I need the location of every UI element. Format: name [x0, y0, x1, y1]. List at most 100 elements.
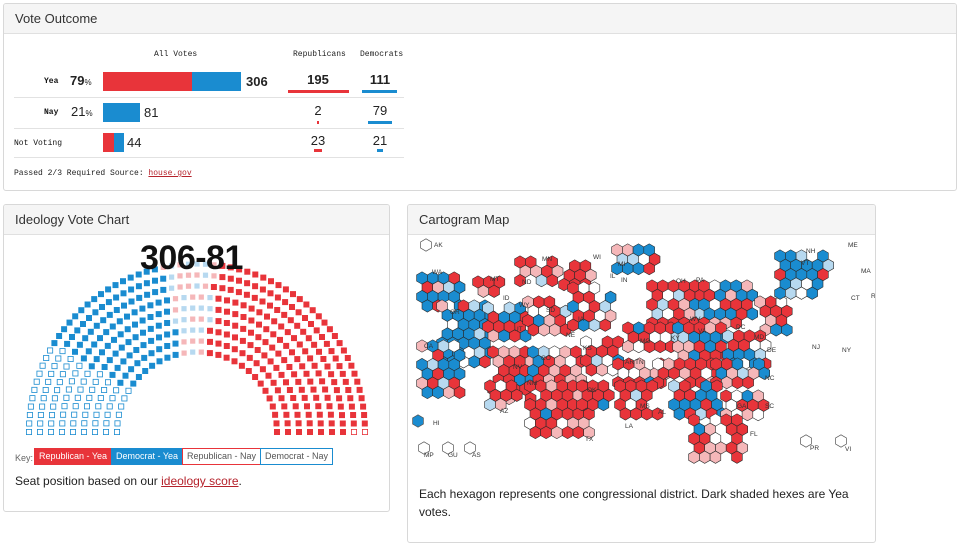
- seat-mark: [99, 304, 106, 311]
- seat-mark: [244, 280, 251, 287]
- district-hex: [535, 274, 548, 288]
- district-hex: [538, 323, 550, 337]
- seat-mark: [284, 428, 291, 435]
- seat-mark: [231, 334, 238, 341]
- state-label: NV: [513, 364, 523, 371]
- district-hex: [742, 376, 754, 390]
- seat-mark: [89, 386, 96, 393]
- seat-mark: [198, 294, 204, 300]
- seat-mark: [215, 329, 222, 336]
- yea-bar-democrat: [192, 72, 241, 91]
- state-label: AR: [625, 359, 634, 366]
- vote-score: 306-81: [140, 239, 243, 277]
- seat-mark: [122, 372, 129, 379]
- district-hex: [551, 425, 563, 440]
- seat-mark: [315, 313, 322, 320]
- seat-mark: [223, 297, 230, 304]
- seat-mark: [160, 275, 167, 282]
- seat-mark: [51, 340, 58, 347]
- seat-mark: [92, 378, 99, 385]
- seat-mark: [169, 274, 175, 280]
- ideology-score-link[interactable]: ideology score: [161, 474, 239, 488]
- seat-mark: [112, 282, 119, 289]
- state-label: SD: [546, 307, 555, 314]
- yea-rep-underline: [288, 90, 349, 93]
- seat-mark: [339, 428, 346, 435]
- seat-mark: [130, 380, 137, 387]
- seat-mark: [164, 354, 171, 361]
- vote-footnote: Passed 2/3 Required Source: house.gov: [14, 169, 192, 178]
- seat-mark: [121, 302, 128, 309]
- district-hex: [479, 355, 491, 369]
- state-label: AK: [434, 242, 443, 249]
- district-hex: [774, 286, 786, 300]
- seat-mark: [211, 262, 217, 268]
- seat-mark: [281, 403, 288, 410]
- seat-mark: [55, 355, 62, 362]
- seat-mark: [61, 326, 68, 333]
- district-hex: [699, 450, 711, 464]
- nv-bar-republican: [103, 133, 114, 152]
- district-hex: [731, 376, 744, 390]
- state-label: SC: [765, 403, 774, 410]
- seat-mark: [331, 333, 338, 340]
- district-hex: [484, 398, 496, 412]
- district-hex: [730, 316, 742, 330]
- seat-mark: [143, 268, 150, 275]
- seat-mark: [80, 378, 87, 385]
- seat-mark: [100, 317, 107, 324]
- seat-mark: [270, 379, 277, 386]
- state-label: NC: [765, 375, 775, 382]
- seat-mark: [190, 316, 196, 322]
- seat-mark: [54, 387, 61, 394]
- seat-mark: [60, 411, 67, 418]
- district-hex: [643, 262, 655, 276]
- district-hex: [709, 450, 722, 464]
- seat-mark: [121, 395, 128, 402]
- state-label: OK: [587, 387, 597, 394]
- seat-mark: [240, 314, 247, 321]
- legend-republican-nay: Republican - Nay: [182, 448, 262, 465]
- map-note: Each hexagon represents one congressiona…: [419, 487, 849, 519]
- state-label: DC: [736, 324, 746, 331]
- seat-mark: [76, 341, 83, 348]
- district-hex: [546, 274, 558, 288]
- seat-mark: [82, 335, 89, 342]
- seat-mark: [315, 348, 322, 355]
- seat-mark: [128, 286, 135, 293]
- state-label: MO: [640, 338, 650, 345]
- seat-mark: [223, 320, 230, 327]
- seat-mark: [190, 294, 196, 300]
- seat-mark: [239, 350, 246, 357]
- seat-mark: [361, 428, 368, 435]
- seat-mark: [361, 411, 368, 418]
- seat-mark: [43, 355, 50, 362]
- seat-mark: [97, 394, 104, 401]
- seat-mark: [101, 363, 108, 370]
- district-hex: [673, 407, 685, 421]
- seat-mark: [172, 296, 179, 302]
- seat-mark: [103, 420, 110, 427]
- seat-mark: [339, 420, 346, 427]
- seat-mark: [118, 403, 125, 410]
- seat-mark: [235, 277, 242, 284]
- seat-mark: [227, 286, 234, 293]
- seat-mark: [305, 335, 312, 342]
- seat-mark: [33, 378, 40, 385]
- seat-mark: [36, 370, 43, 377]
- seat-mark: [238, 362, 245, 369]
- seat-mark: [152, 289, 159, 296]
- vote-outcome-title: Vote Outcome: [4, 4, 956, 34]
- seat-mark: [274, 294, 281, 301]
- seat-mark: [198, 349, 204, 355]
- nay-rep-underline: [317, 121, 319, 124]
- col-all-votes: All Votes: [154, 50, 198, 59]
- seat-mark: [298, 386, 305, 393]
- seat-mark: [160, 286, 167, 293]
- source-link[interactable]: house.gov: [148, 169, 192, 178]
- state-label: GU: [448, 452, 458, 459]
- seat-mark: [164, 343, 171, 350]
- seat-mark: [263, 326, 270, 333]
- seat-mark: [336, 340, 343, 347]
- seat-mark: [118, 344, 125, 351]
